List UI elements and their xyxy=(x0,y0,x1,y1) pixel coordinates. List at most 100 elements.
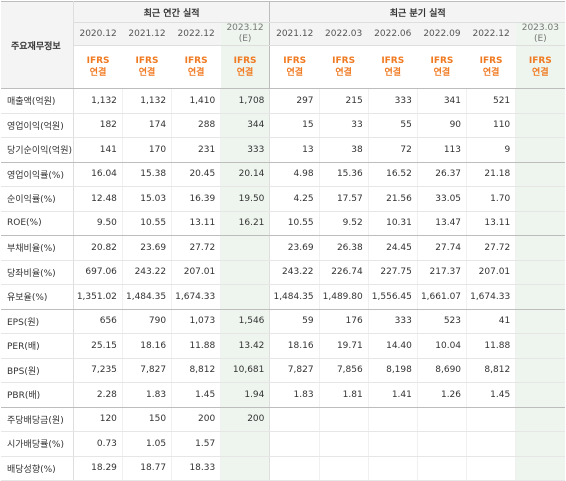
consolidated-label: 연결 xyxy=(482,68,500,78)
period-header: 2022.06 xyxy=(368,22,418,46)
metric-value: 1.05 xyxy=(121,431,172,457)
table-row: 유보율(%) 1,351.02 1,484.35 1,674.33 1,484.35 1,… xyxy=(1,284,565,310)
row-header-title: 주요재무정보 xyxy=(1,1,74,89)
metric-value xyxy=(416,456,467,481)
metric-value: 27.72 xyxy=(171,235,221,261)
metric-value: 27.74 xyxy=(416,235,467,261)
metric-value: 20.82 xyxy=(73,235,123,261)
metric-value: 10.55 xyxy=(269,211,320,236)
metric-value xyxy=(466,456,516,481)
metric-value xyxy=(220,260,270,285)
consolidated-label: 연결 xyxy=(335,68,352,78)
metric-value: 33.05 xyxy=(416,186,467,212)
metric-value xyxy=(367,431,418,457)
period-header: 2021.12 xyxy=(269,22,320,46)
metric-label: 당기순이익(억원) xyxy=(1,137,74,163)
metric-value xyxy=(515,456,565,481)
metric-value: 13.11 xyxy=(466,211,516,236)
metric-value: 231 xyxy=(171,137,221,163)
metric-value: 1,132 xyxy=(73,88,123,114)
metric-value: 333 xyxy=(367,309,418,334)
metric-value: 1.83 xyxy=(269,382,320,408)
table-row: 순이익률(%) 12.48 15.03 16.39 19.50 4.25 17.57 21.5… xyxy=(1,186,565,212)
metric-value: 1,556.45 xyxy=(367,284,418,310)
metric-label: 당좌비율(%) xyxy=(1,260,74,285)
metric-value: 1.70 xyxy=(466,186,516,212)
metric-value xyxy=(269,407,320,432)
metric-value: 26.37 xyxy=(416,162,467,187)
table-row: 배당성향(%) 18.29 18.77 18.33 xyxy=(1,456,565,481)
metric-value: 226.74 xyxy=(318,260,369,285)
table-row: BPS(원) 7,235 7,827 8,812 10,681 7,827 7,856 8,1… xyxy=(1,358,565,383)
metric-value: 13.42 xyxy=(220,333,270,359)
metric-value xyxy=(515,309,565,334)
metric-value: 24.45 xyxy=(367,235,418,261)
metric-value: 21.18 xyxy=(466,162,516,187)
metric-value xyxy=(466,431,516,457)
metric-label: 유보율(%) xyxy=(1,284,74,310)
metric-value: 38 xyxy=(318,137,369,163)
estimate-note: (E) xyxy=(238,34,252,44)
metric-value: 297 xyxy=(269,88,320,114)
metric-value: 7,235 xyxy=(73,358,123,383)
table-row: PER(배) 25.15 18.16 11.88 13.42 18.16 19.71 14.4… xyxy=(1,333,565,359)
metric-value: 7,827 xyxy=(121,358,172,383)
metric-value: 90 xyxy=(416,113,467,138)
ifrs-label: IFRS xyxy=(479,56,503,66)
ifrs-label: IFRS xyxy=(135,56,159,66)
metric-value xyxy=(515,113,565,138)
metric-value xyxy=(515,211,565,236)
metric-value: 4.25 xyxy=(269,186,320,212)
metric-label: 영업이익률(%) xyxy=(1,162,74,187)
metric-value: 15.36 xyxy=(318,162,369,187)
consolidated-label: 연결 xyxy=(384,68,402,78)
ifrs-basis: IFRS 연결 xyxy=(122,45,172,89)
metric-value xyxy=(318,456,369,481)
consolidated-label: 연결 xyxy=(138,68,156,78)
metric-value: 18.16 xyxy=(269,333,320,359)
metric-value xyxy=(466,407,516,432)
metric-value: 19.50 xyxy=(220,186,270,212)
metric-value: 9 xyxy=(466,137,516,163)
metric-value xyxy=(220,456,270,481)
ifrs-label: IFRS xyxy=(86,56,110,66)
metric-value: 19.71 xyxy=(318,333,369,359)
ifrs-basis: IFRS 연결 xyxy=(171,45,221,89)
metric-value: 333 xyxy=(220,137,270,163)
metric-value: 150 xyxy=(121,407,172,432)
ifrs-basis: IFRS 연결 xyxy=(466,45,516,89)
metric-value: 176 xyxy=(318,309,369,334)
metric-value: 333 xyxy=(367,88,418,114)
ifrs-basis: IFRS 연결 xyxy=(319,45,369,89)
consolidated-label: 연결 xyxy=(187,68,205,78)
metric-value: 18.33 xyxy=(171,456,221,481)
metric-value: 21.56 xyxy=(367,186,418,212)
metric-value: 523 xyxy=(416,309,467,334)
metric-value: 1,484.35 xyxy=(121,284,172,310)
metric-value: 18.77 xyxy=(121,456,172,481)
metric-value: 243.22 xyxy=(121,260,172,285)
metric-value: 113 xyxy=(416,137,467,163)
metric-label: 매출액(억원) xyxy=(1,88,74,114)
metric-value: 1.26 xyxy=(416,382,467,408)
metric-value: 10,681 xyxy=(220,358,270,383)
metric-value: 9.50 xyxy=(73,211,123,236)
table-row: 당기순이익(억원) 141 170 231 333 13 38 72 113 9 xyxy=(1,137,565,163)
metric-value: 10.04 xyxy=(416,333,467,359)
annual-group-header: 최근 연간 실적 xyxy=(73,1,270,23)
metric-value: 217.37 xyxy=(416,260,467,285)
metric-label: ROE(%) xyxy=(1,211,74,236)
metric-value: 170 xyxy=(121,137,172,163)
metric-value: 15 xyxy=(269,113,320,138)
metric-value: 15.38 xyxy=(121,162,172,187)
metric-value: 13 xyxy=(269,137,320,163)
metric-value xyxy=(515,333,565,359)
metric-value: 18.16 xyxy=(121,333,172,359)
metric-value: 1.41 xyxy=(367,382,418,408)
metric-value: 1.45 xyxy=(171,382,221,408)
metric-value xyxy=(269,431,320,457)
metric-value: 10.31 xyxy=(367,211,418,236)
metric-value: 227.75 xyxy=(367,260,418,285)
consolidated-label: 연결 xyxy=(286,68,303,78)
consolidated-label: 연결 xyxy=(89,68,107,78)
